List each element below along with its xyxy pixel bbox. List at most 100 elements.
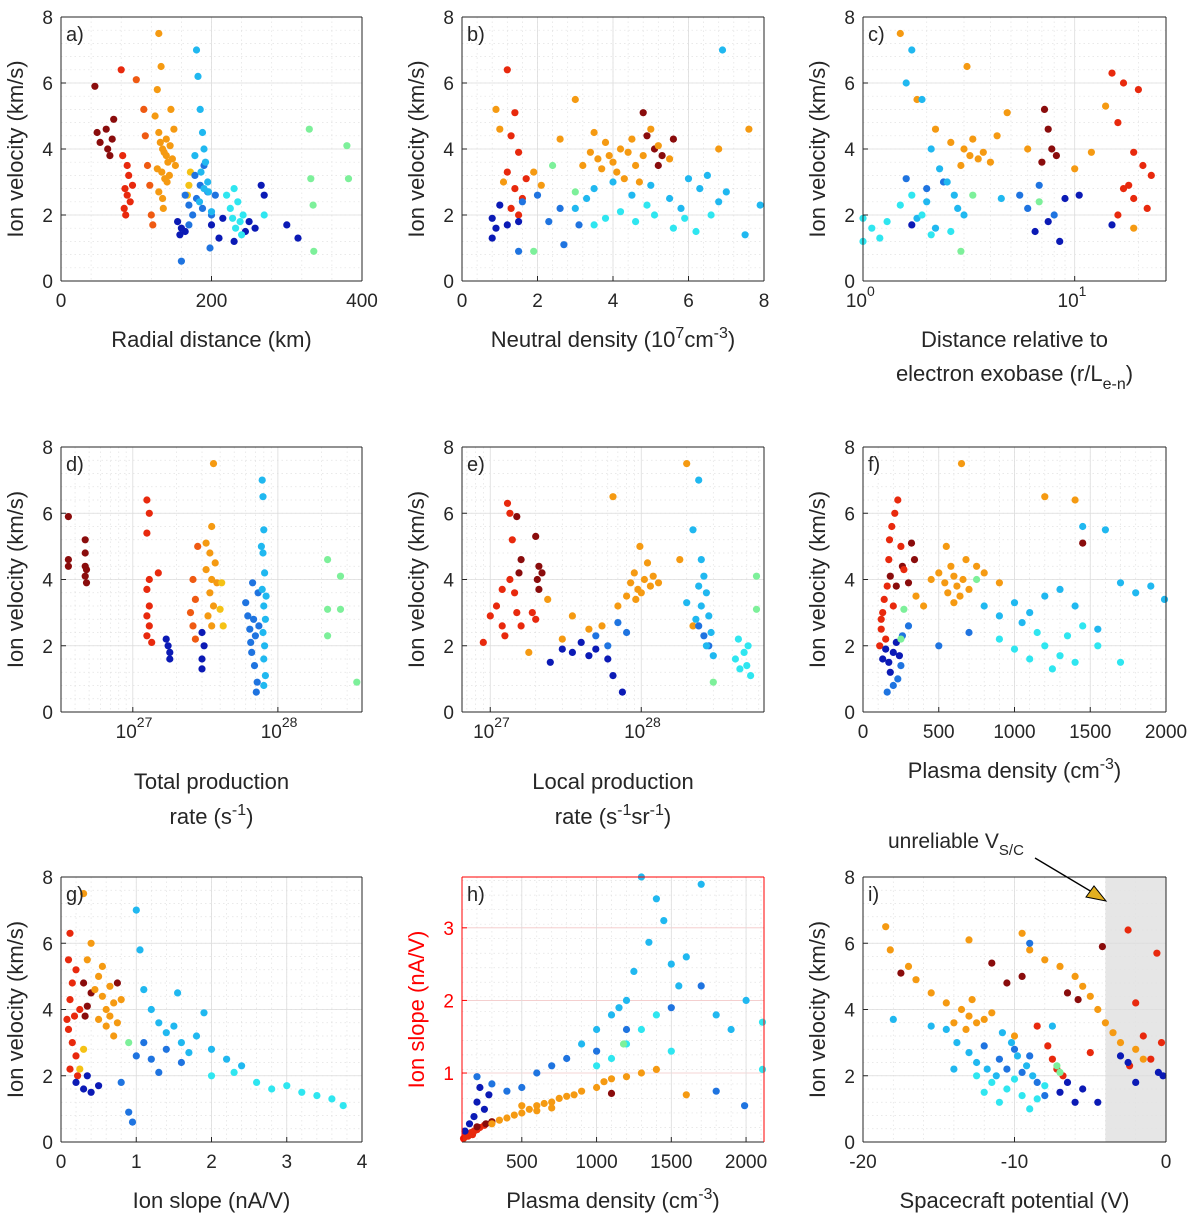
data-point: [1071, 658, 1079, 666]
data-point: [162, 152, 170, 160]
data-point: [969, 135, 977, 143]
scatter-points-b: [488, 46, 764, 255]
y-tick-label: 2: [42, 637, 53, 658]
data-point: [1071, 972, 1079, 981]
x-label-part: sr: [631, 804, 649, 829]
y-tick-label: 8: [42, 868, 53, 889]
data-point: [70, 1012, 79, 1020]
y-tick-label: 6: [844, 504, 855, 525]
data-point: [1033, 1022, 1041, 1030]
data-point: [1048, 1055, 1056, 1063]
data-point: [1026, 1052, 1034, 1060]
annotation-arrow-line: [1034, 857, 1098, 896]
x-axis-label-a: Radial distance (km): [111, 327, 312, 352]
data-point: [1132, 1078, 1140, 1086]
data-point: [87, 939, 95, 947]
data-point: [882, 923, 890, 931]
data-point: [123, 191, 131, 199]
data-point: [328, 1095, 336, 1103]
data-point: [148, 638, 156, 647]
data-point: [515, 148, 523, 156]
data-point: [1116, 658, 1125, 666]
data-point: [545, 218, 553, 226]
data-point: [1116, 1052, 1125, 1060]
data-point: [66, 929, 74, 937]
data-point: [336, 605, 345, 613]
data-point: [159, 194, 167, 203]
data-point: [533, 1102, 541, 1110]
data-point: [697, 880, 705, 888]
annotation-arrowhead: [1085, 885, 1108, 902]
data-point: [1094, 625, 1102, 633]
data-point: [162, 1029, 170, 1037]
data-point: [879, 609, 887, 617]
data-point: [897, 542, 905, 551]
data-point: [503, 499, 512, 507]
data-point: [219, 214, 227, 222]
data-point: [654, 142, 662, 150]
data-point: [128, 1118, 137, 1126]
data-point: [1029, 1072, 1037, 1080]
data-point: [1026, 609, 1034, 617]
data-point: [1033, 628, 1041, 637]
data-point: [950, 1065, 958, 1073]
data-point: [995, 612, 1004, 620]
data-point: [538, 569, 546, 577]
data-point: [229, 214, 237, 222]
plot-area-h: [462, 877, 764, 1142]
data-point: [74, 1072, 82, 1080]
data-point: [503, 168, 511, 176]
data-point: [174, 989, 182, 997]
y-tick-label: 4: [42, 140, 53, 161]
data-point: [80, 1085, 88, 1093]
data-point: [1023, 1062, 1031, 1070]
data-point: [1041, 1092, 1049, 1100]
data-point: [1041, 956, 1049, 964]
data-point: [1108, 69, 1116, 77]
data-point: [147, 211, 155, 219]
data-point: [283, 1082, 291, 1090]
x-tick-exponent: 28: [282, 714, 298, 730]
data-point: [623, 628, 631, 637]
x-label-part: ): [712, 1188, 719, 1213]
data-point: [578, 1040, 586, 1048]
data-point: [1130, 194, 1138, 203]
data-point: [601, 214, 610, 222]
data-point: [700, 572, 708, 580]
data-point: [1018, 619, 1026, 627]
data-point: [904, 579, 913, 587]
x-label-subscript: e-n: [1103, 376, 1126, 393]
data-point: [80, 1045, 88, 1053]
data-point: [660, 917, 668, 925]
data-point: [637, 589, 645, 597]
data-point: [113, 979, 121, 987]
data-point: [145, 602, 153, 610]
scatter-points-i: [882, 923, 1167, 1113]
data-point: [93, 128, 101, 137]
data-point: [935, 569, 943, 577]
data-point: [684, 175, 693, 183]
data-point: [492, 602, 501, 610]
data-point: [689, 526, 697, 534]
panel-letter-h: h): [467, 884, 485, 906]
data-point: [1024, 145, 1032, 153]
data-point: [207, 208, 216, 216]
data-point: [943, 178, 951, 186]
data-point: [515, 247, 523, 255]
data-point: [64, 956, 73, 964]
data-point: [1098, 943, 1106, 951]
data-point: [230, 185, 238, 193]
data-point: [1132, 999, 1140, 1007]
data-point: [1033, 1078, 1041, 1086]
data-point: [918, 95, 926, 104]
data-point: [630, 967, 638, 976]
x-tick-label: 10: [473, 722, 494, 743]
data-point: [950, 572, 958, 580]
scatter-points-a: [91, 29, 353, 265]
data-point: [752, 572, 761, 580]
x-tick-label: 1: [131, 1152, 142, 1173]
data-point: [1052, 152, 1060, 160]
data-point: [1147, 1055, 1155, 1063]
panel-f: 0 2 4 6 8 0 500 1000 1500 2000 f) Ion velocity (km/…: [805, 438, 1187, 783]
data-point: [983, 1065, 991, 1073]
